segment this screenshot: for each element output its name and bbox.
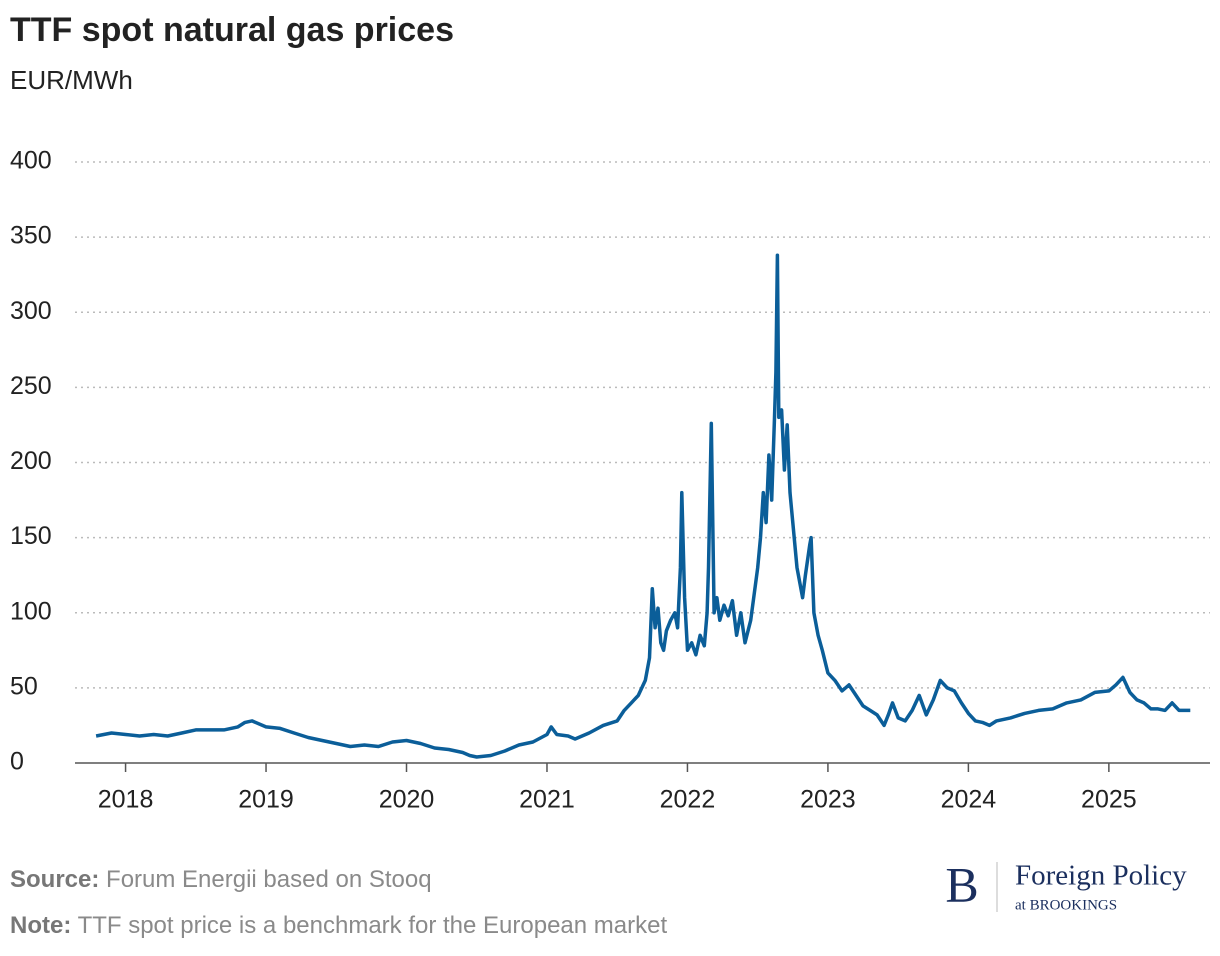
- y-tick-label: 0: [10, 748, 24, 776]
- y-tick-label: 200: [10, 447, 52, 475]
- source-label: Source:: [10, 866, 99, 893]
- x-tick-label: 2020: [379, 786, 435, 814]
- chart-title: TTF spot natural gas prices: [10, 11, 454, 49]
- x-tick-label: 2022: [660, 786, 716, 814]
- note: Note: TTF spot price is a benchmark for …: [10, 912, 667, 939]
- x-tick-label: 2023: [800, 786, 856, 814]
- y-tick-label: 300: [10, 297, 52, 325]
- x-tick-label: 2024: [941, 786, 997, 814]
- x-tick-label: 2019: [238, 786, 294, 814]
- logo-letter: B: [945, 856, 978, 912]
- y-tick-label: 400: [10, 147, 52, 175]
- y-tick-label: 350: [10, 222, 52, 250]
- x-tick-label: 2021: [519, 786, 575, 814]
- x-tick-label: 2018: [98, 786, 154, 814]
- y-tick-label: 250: [10, 372, 52, 400]
- note-text: TTF spot price is a benchmark for the Eu…: [78, 912, 668, 939]
- y-tick-label: 150: [10, 522, 52, 550]
- y-tick-label: 100: [10, 597, 52, 625]
- source: Source: Forum Energii based on Stooq: [10, 866, 432, 893]
- chart-subtitle: EUR/MWh: [10, 65, 133, 95]
- logo-sub: at BROOKINGS: [1015, 897, 1117, 913]
- y-tick-label: 50: [10, 672, 38, 700]
- note-label: Note:: [10, 912, 71, 939]
- logo-name: Foreign Policy: [1015, 860, 1187, 892]
- x-tick-label: 2025: [1081, 786, 1137, 814]
- source-text: Forum Energii based on Stooq: [106, 866, 432, 893]
- price-line: [95, 253, 1191, 759]
